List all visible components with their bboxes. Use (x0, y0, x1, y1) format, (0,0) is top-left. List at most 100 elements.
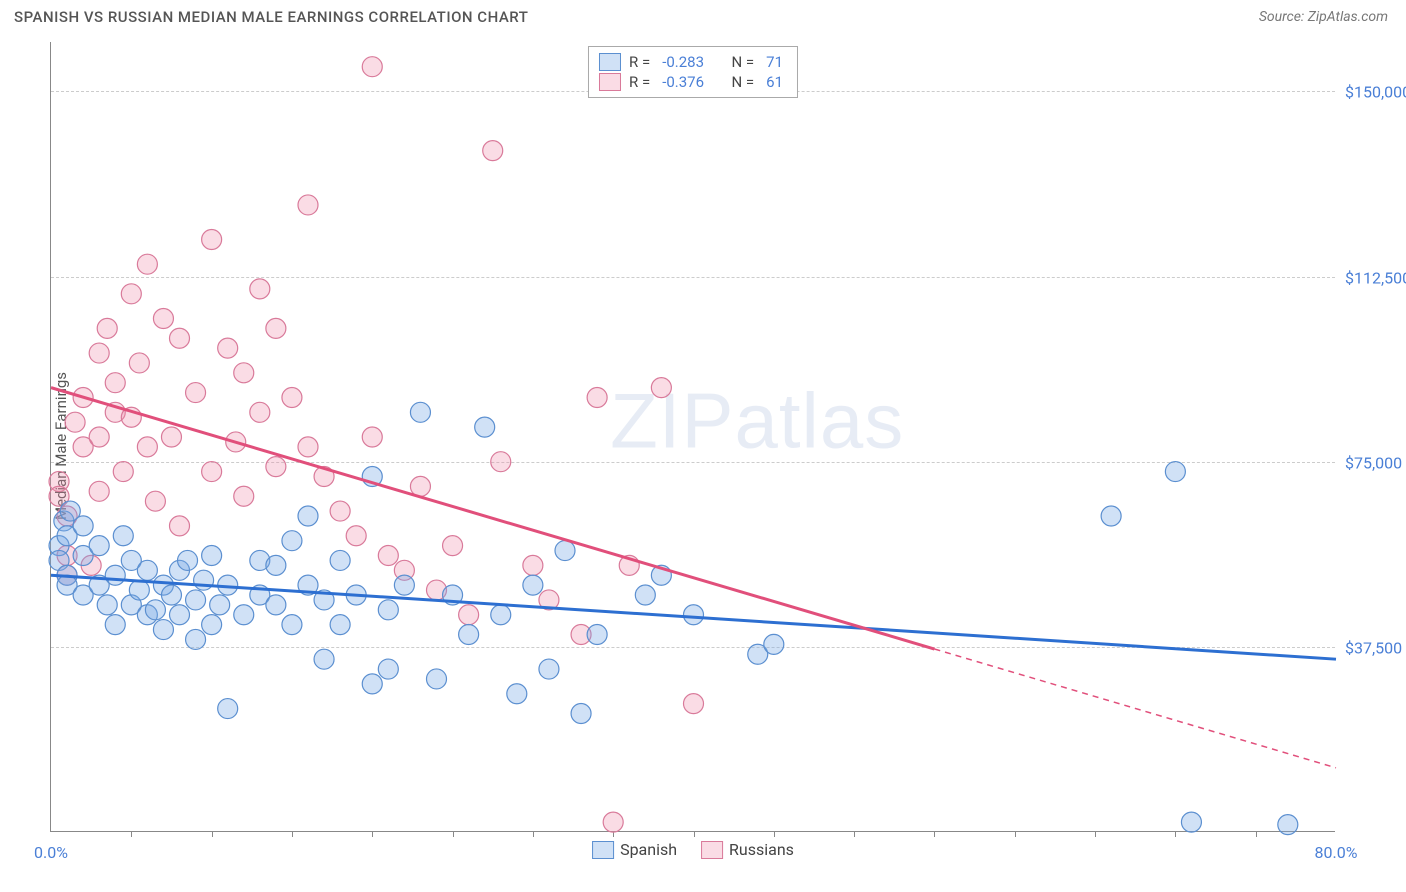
data-point (202, 615, 222, 635)
data-point (266, 457, 286, 477)
data-point (298, 506, 318, 526)
data-point (250, 279, 270, 299)
y-tick-label: $112,500 (1345, 268, 1406, 287)
data-point (539, 659, 559, 679)
data-point (378, 659, 398, 679)
data-point (587, 625, 607, 645)
data-point (170, 516, 190, 536)
data-point (89, 427, 109, 447)
data-point (153, 309, 173, 329)
legend-label: Spanish (620, 840, 677, 859)
data-point (298, 437, 318, 457)
data-point (346, 526, 366, 546)
data-point (266, 555, 286, 575)
y-tick-label: $150,000 (1345, 83, 1406, 102)
data-point (362, 427, 382, 447)
chart-plot-area: Median Male Earnings ZIPatlas $37,500$75… (50, 42, 1335, 832)
data-point (137, 254, 157, 274)
x-tick (854, 831, 855, 837)
x-tick (292, 831, 293, 837)
data-point (362, 57, 382, 77)
data-point (234, 486, 254, 506)
x-tick (131, 831, 132, 837)
data-point (764, 634, 784, 654)
legend-item: Spanish (592, 840, 677, 859)
y-tick-label: $75,000 (1345, 453, 1402, 472)
data-point (113, 526, 133, 546)
data-point (459, 605, 479, 625)
x-tick (372, 831, 373, 837)
data-point (475, 417, 495, 437)
data-point (282, 531, 302, 551)
data-point (266, 318, 286, 338)
data-point (684, 694, 704, 714)
data-point (89, 481, 109, 501)
legend-swatch (701, 841, 723, 859)
series-legend: Spanish Russians (592, 840, 794, 859)
data-point (202, 546, 222, 566)
legend-swatch (599, 73, 621, 91)
x-tick (1175, 831, 1176, 837)
data-point (330, 615, 350, 635)
data-point (113, 462, 133, 482)
data-point (202, 462, 222, 482)
x-tick (533, 831, 534, 837)
data-point (684, 605, 704, 625)
source-attribution: Source: ZipAtlas.com (1259, 9, 1388, 25)
data-point (378, 600, 398, 620)
data-point (161, 585, 181, 605)
data-point (427, 669, 447, 689)
data-point (282, 388, 302, 408)
data-point (1181, 812, 1201, 832)
x-tick (694, 831, 695, 837)
scatter-svg (51, 42, 1335, 831)
data-point (129, 353, 149, 373)
data-point (105, 373, 125, 393)
legend-label: Russians (729, 840, 794, 859)
data-point (651, 378, 671, 398)
data-point (89, 343, 109, 363)
data-point (170, 605, 190, 625)
data-point (587, 388, 607, 408)
data-point (145, 491, 165, 511)
data-point (459, 625, 479, 645)
x-tick (1015, 831, 1016, 837)
data-point (218, 338, 238, 358)
data-point (234, 605, 254, 625)
data-point (121, 284, 141, 304)
data-point (330, 550, 350, 570)
x-tick (774, 831, 775, 837)
regression-line (934, 649, 1336, 768)
data-point (202, 230, 222, 250)
data-point (65, 412, 85, 432)
legend-row: R =-0.283 N =71 (599, 53, 787, 71)
data-point (178, 550, 198, 570)
data-point (443, 536, 463, 556)
data-point (523, 575, 543, 595)
data-point (1101, 506, 1121, 526)
data-point (186, 629, 206, 649)
data-point (491, 452, 511, 472)
data-point (161, 427, 181, 447)
data-point (129, 580, 149, 600)
y-tick-label: $37,500 (1345, 638, 1402, 657)
data-point (1278, 815, 1298, 835)
data-point (137, 560, 157, 580)
x-tick (934, 831, 935, 837)
data-point (194, 570, 214, 590)
data-point (410, 402, 430, 422)
x-tick (1095, 831, 1096, 837)
data-point (97, 595, 117, 615)
data-point (186, 383, 206, 403)
x-tick (212, 831, 213, 837)
data-point (105, 615, 125, 635)
x-tick-label: 80.0% (1315, 843, 1358, 862)
data-point (210, 595, 230, 615)
chart-title: SPANISH VS RUSSIAN MEDIAN MALE EARNINGS … (14, 8, 528, 26)
data-point (250, 402, 270, 422)
legend-row: R =-0.376 N =61 (599, 73, 787, 91)
data-point (153, 620, 173, 640)
data-point (362, 674, 382, 694)
data-point (234, 363, 254, 383)
x-tick (1256, 831, 1257, 837)
